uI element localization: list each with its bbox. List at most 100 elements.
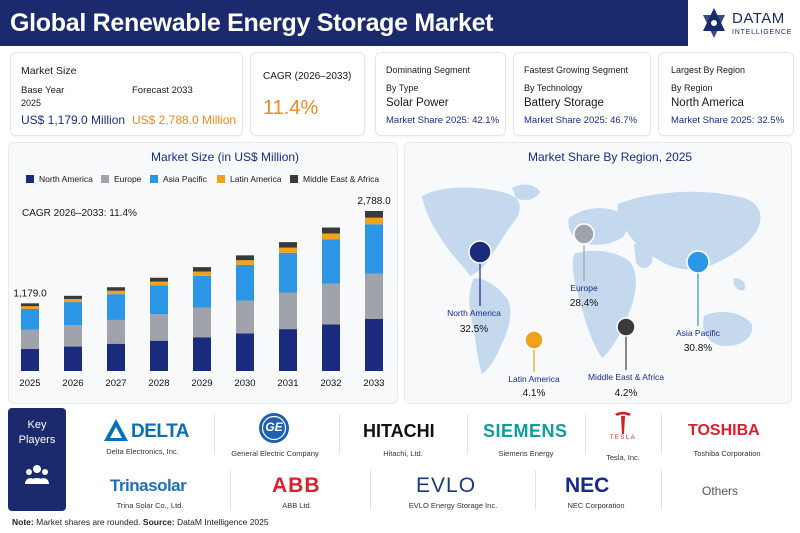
player-logo: NEC [565,474,610,497]
legend-label: Asia Pacific [163,174,207,184]
legend-swatch [217,175,225,183]
region-marker [468,240,492,264]
cagr-card: CAGR (2026–2033) 11.4% [250,52,365,136]
region-name: Europe [570,283,598,293]
region-share-value: 4.1% [523,388,546,399]
card-title: Fastest Growing Segment [524,65,629,75]
cagr-value: 11.4% [263,97,319,119]
bar-segment-europe [193,307,211,338]
delta-logo-icon [104,419,128,441]
source-text: DataM Intelligence 2025 [176,517,269,527]
bar-segment-europe [107,319,125,344]
x-tick-label: 2030 [234,378,255,389]
base-year: 2025 [21,98,42,108]
bar-segment-middle-east-africa [236,255,254,261]
bar-segment-latin-america [193,271,211,276]
region-marker [524,330,544,350]
bar-segment-middle-east-africa [279,242,297,248]
divider [230,470,231,510]
bar-segment-latin-america [150,281,168,286]
bar-segment-latin-america [21,306,39,309]
player-name: Trina Solar Co., Ltd. [116,501,184,510]
bar-segment-latin-america [365,217,383,225]
bar-segment-north-america [150,340,168,371]
bar-segment-asia-pacific [21,308,39,330]
player-name: Hitachi, Ltd. [383,449,423,458]
player-logo: TOSHIBA [688,422,760,439]
legend-swatch [290,175,298,183]
card-by: By Region [671,83,713,93]
legend-label: Latin America [230,174,282,184]
fastest-segment-card: Fastest Growing Segment By Technology Ba… [513,52,651,136]
bar-segment-latin-america [64,298,82,303]
divider [467,414,468,454]
player-logo: TESLA [609,435,637,441]
bar-segment-latin-america [236,260,254,265]
bar-segment-asia-pacific [193,275,211,308]
bar-total-label: 1,179.0 [13,288,47,299]
cagr-label: CAGR (2026–2033) [263,71,352,82]
continents [422,184,761,374]
note-text: Market shares are rounded. [36,517,141,527]
region-share-value: 4.2% [615,388,638,399]
x-tick-label: 2028 [148,378,169,389]
bar-segment-asia-pacific [107,294,125,320]
forecast-value: US$ 2,788.0 Million [132,113,237,127]
player-name: NEC Corporation [567,501,625,510]
bar-segment-europe [64,325,82,347]
largest-region-card: Largest By Region By Region North Americ… [658,52,794,136]
legend-label: North America [39,174,93,184]
bar-segment-latin-america [322,233,340,240]
bar-segment-middle-east-africa [365,211,383,218]
others-label: Others [702,484,739,498]
player-name: Delta Electronics, Inc. [106,447,179,456]
player-logo: ABB [272,474,321,497]
card-segment: Battery Storage [524,97,604,109]
legend-label: Middle East & Africa [303,174,380,184]
source-label: Source: [142,517,175,527]
forecast-label: Forecast 2033 [132,85,193,96]
x-tick-label: 2026 [62,378,83,389]
note-label: Note: [12,517,34,527]
brand-name: DATAM [732,10,785,27]
player-logo: Trinasolar [110,476,187,495]
region-name: North America [447,308,501,318]
card-by: By Type [386,83,419,93]
legend-swatch [150,175,158,183]
legend-item: Europe [101,174,141,184]
bar-segment-north-america [107,343,125,371]
region-share-value: 32.5% [460,324,488,335]
bar-segment-asia-pacific [365,224,383,274]
base-year-label: Base Year [21,85,65,96]
legend-label: Europe [114,174,142,184]
chart-cagr-annotation: CAGR 2026–2033: 11.4% [22,208,137,219]
divider [585,414,586,454]
player-name: Tesla, Inc. [606,453,640,462]
bar-segment-north-america [64,346,82,371]
bar-chart-title: Market Size (in US$ Million) [151,150,300,164]
player-logo: GE [265,420,283,434]
card-title: Market Size [21,65,77,77]
region-name: Middle East & Africa [588,372,664,382]
region-marker [686,250,710,274]
bar-segment-north-america [322,324,340,371]
bar-segment-asia-pacific [322,239,340,284]
card-share: Market Share 2025: 46.7% [524,115,638,126]
region-name: Latin America [508,374,560,384]
region-share-value: 28.4% [570,298,598,309]
bar-segment-europe [21,329,39,350]
bar-segment-north-america [279,329,297,371]
base-year-value: US$ 1,179.0 Million [21,113,126,127]
player-logo: DELTA [131,421,190,442]
divider [339,414,340,454]
bar-segment-asia-pacific [279,252,297,293]
bar-segment-latin-america [107,290,125,295]
region-name: Asia Pacific [676,328,721,338]
world-map: North America 32.5% Europe 28.4% Latin Ameri… [422,184,761,399]
player-name: General Electric Company [231,449,319,458]
x-tick-label: 2031 [277,378,298,389]
dominating-segment-card: Dominating Segment By Type Solar Power M… [375,52,506,136]
header-bar: Global Renewable Energy Storage Market [0,0,688,46]
bar-segment-asia-pacific [236,264,254,301]
bar-segment-europe [322,283,340,325]
